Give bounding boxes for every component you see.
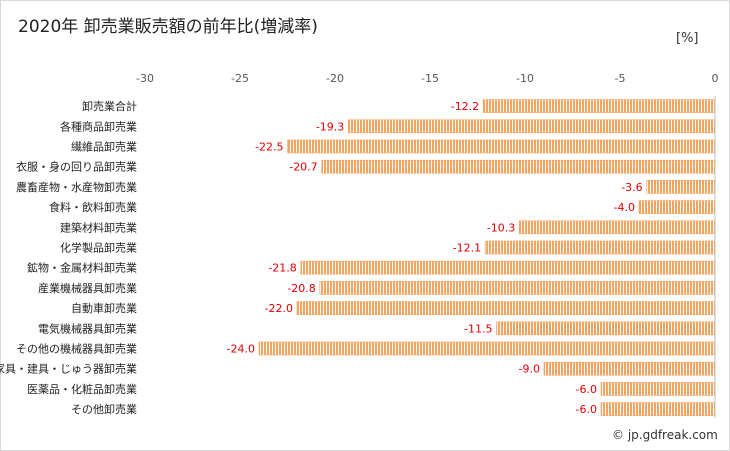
data-label: -20.7 <box>289 161 317 174</box>
x-tick-label: -10 <box>516 72 534 85</box>
category-label: 家具・建具・じゅう器卸売業 <box>0 362 137 376</box>
category-label: 電気機械器具卸売業 <box>38 321 137 335</box>
bar <box>300 260 716 275</box>
x-tick-label: 0 <box>712 72 719 85</box>
bar <box>258 341 716 356</box>
bar <box>638 200 716 214</box>
category-label: 自動車卸売業 <box>71 301 137 315</box>
category-label: その他の機械器具卸売業 <box>16 342 137 356</box>
x-tick-label: -25 <box>231 72 249 85</box>
data-label: -3.6 <box>621 181 642 194</box>
category-label: 医薬品・化粧品卸売業 <box>27 382 137 396</box>
data-label: -22.0 <box>265 302 293 315</box>
data-label: -4.0 <box>614 201 635 214</box>
bar <box>496 321 716 336</box>
category-label: 農畜産物・水産物卸売業 <box>16 180 137 194</box>
chart-title: 2020年 卸売業販売額の前年比(増減率) <box>18 17 318 37</box>
category-label: 化学製品卸売業 <box>60 241 137 255</box>
x-tick-label: -30 <box>136 72 154 85</box>
credit-text: © jp.gdfreak.com <box>612 428 718 442</box>
bar <box>484 240 716 255</box>
data-label: -24.0 <box>227 343 255 356</box>
data-label: -22.5 <box>255 141 283 154</box>
data-label: -11.5 <box>464 322 492 335</box>
bar <box>321 159 716 174</box>
data-label: -12.1 <box>453 242 481 255</box>
bar <box>319 281 716 295</box>
category-label: 食料・飲料卸売業 <box>49 200 137 214</box>
bar <box>347 119 716 134</box>
bar <box>600 402 716 416</box>
bar <box>600 382 716 396</box>
data-label: -19.3 <box>316 120 344 133</box>
unit-label: [%] <box>676 31 699 46</box>
category-label: 産業機械器具卸売業 <box>38 281 137 295</box>
bar <box>646 180 716 194</box>
category-label: その他卸売業 <box>71 402 137 416</box>
data-label: -20.8 <box>287 282 315 295</box>
category-label: 建築材料卸売業 <box>60 220 137 234</box>
bar <box>543 361 716 376</box>
data-label: -21.8 <box>268 262 296 275</box>
category-label: 鉱物・金属材料卸売業 <box>27 261 137 275</box>
x-tick-label: -5 <box>615 72 626 85</box>
bar <box>518 220 716 235</box>
bar <box>296 301 716 315</box>
category-label: 繊維品卸売業 <box>71 140 137 154</box>
data-label: -6.0 <box>576 403 597 416</box>
category-label: 各種商品卸売業 <box>60 119 137 133</box>
category-label: 衣服・身の回り品卸売業 <box>16 160 137 174</box>
category-label: 卸売業合計 <box>82 99 137 113</box>
data-label: -9.0 <box>519 363 540 376</box>
x-tick-label: -15 <box>421 72 439 85</box>
x-tick-label: -20 <box>326 72 344 85</box>
data-label: -10.3 <box>487 221 515 234</box>
data-label: -6.0 <box>576 383 597 396</box>
data-label: -12.2 <box>451 100 479 113</box>
bar <box>287 139 716 154</box>
bar <box>482 99 716 113</box>
